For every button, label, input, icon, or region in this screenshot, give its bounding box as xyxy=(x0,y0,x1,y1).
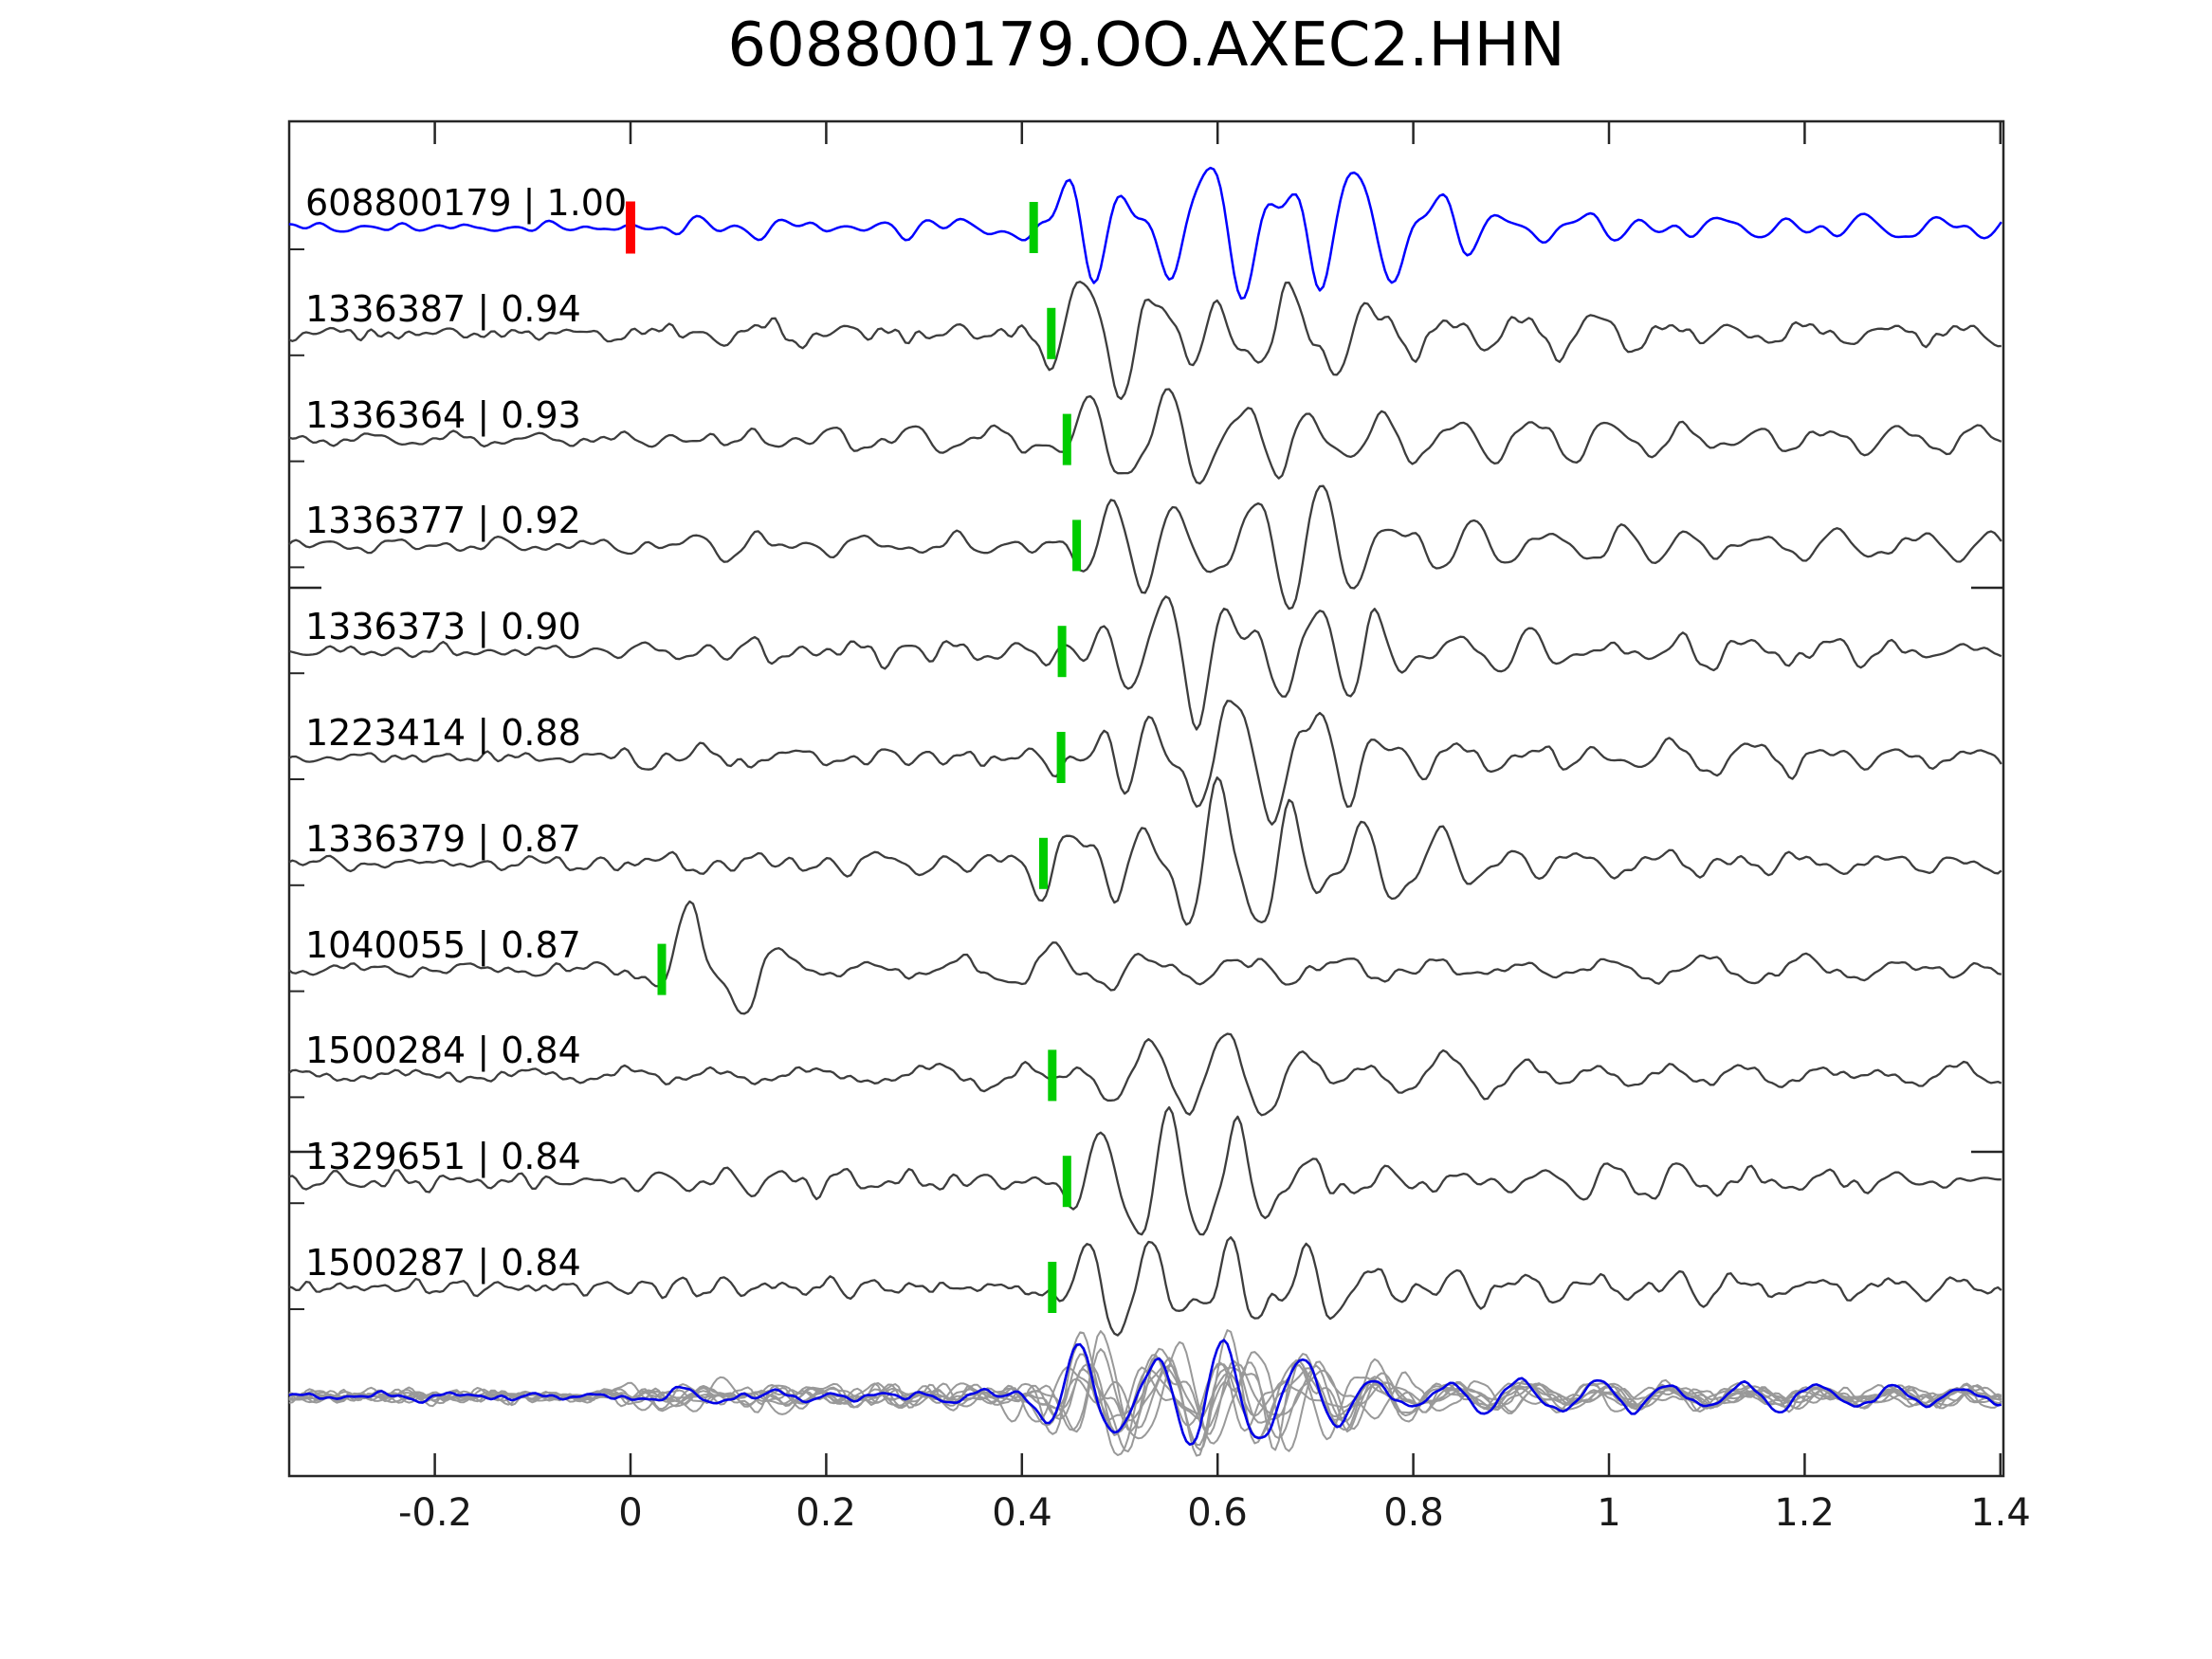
waveform-trace-608800179 xyxy=(288,166,2002,301)
x-tick-label: -0.2 xyxy=(397,1491,473,1535)
trace-label: 1500287 | 0.84 xyxy=(305,1242,581,1284)
x-tick-label: 0 xyxy=(618,1491,643,1535)
x-tick-label: 0.2 xyxy=(795,1491,856,1535)
template-origin-marker xyxy=(626,201,635,254)
waveform-trace-1336373 xyxy=(288,595,2002,731)
trace-label: 608800179 | 1.00 xyxy=(305,182,628,224)
pick-marker xyxy=(657,943,667,995)
trace-label: 1500284 | 0.84 xyxy=(305,1030,581,1071)
trace-label: 1336387 | 0.94 xyxy=(305,288,581,330)
waveform-trace-1223414 xyxy=(288,700,2002,826)
pick-marker xyxy=(1056,732,1066,783)
x-tick-label: 1.4 xyxy=(1970,1491,2031,1535)
x-tick-label: 1.2 xyxy=(1774,1491,1835,1535)
pick-marker xyxy=(1047,307,1056,359)
x-tick-label: 1 xyxy=(1597,1491,1621,1535)
trace-label: 1336364 | 0.93 xyxy=(305,394,581,436)
trace-label: 1336379 | 0.87 xyxy=(305,818,581,860)
pick-marker xyxy=(1057,626,1067,678)
waveform-trace-1500287 xyxy=(288,1236,2002,1337)
waveform-trace-1500284 xyxy=(288,1032,2002,1117)
trace-label: 1329651 | 0.84 xyxy=(305,1136,581,1177)
pick-marker xyxy=(1029,202,1038,253)
pick-marker xyxy=(1062,413,1071,465)
trace-label: 1336373 | 0.90 xyxy=(305,606,581,647)
plot-frame xyxy=(287,119,2005,1478)
x-tick-label: 0.8 xyxy=(1383,1491,1444,1535)
trace-label: 1223414 | 0.88 xyxy=(305,712,581,754)
x-tick-label: 0.4 xyxy=(992,1491,1052,1535)
waveform-trace-1336387 xyxy=(288,281,2002,400)
waveform-trace-1336364 xyxy=(288,388,2002,485)
pick-marker xyxy=(1072,520,1082,572)
trace-label: 1040055 | 0.87 xyxy=(305,924,581,966)
pick-marker xyxy=(1048,1262,1057,1313)
pick-marker xyxy=(1039,837,1048,889)
pick-marker xyxy=(1048,1049,1057,1102)
pick-marker xyxy=(1062,1156,1071,1208)
figure-title: 608800179.OO.AXEC2.HHN xyxy=(727,10,1565,81)
waveform-trace-1336377 xyxy=(288,484,2002,611)
stack-template-trace xyxy=(288,1339,2002,1446)
stack-trace xyxy=(288,1329,2002,1451)
x-tick-label: 0.6 xyxy=(1187,1491,1248,1535)
waveform-trace-1329651 xyxy=(288,1105,2002,1236)
stack-trace xyxy=(288,1348,2002,1457)
waveform-trace-1040055 xyxy=(288,900,2002,1015)
trace-label: 1336377 | 0.92 xyxy=(305,500,581,541)
waveform-trace-1336379 xyxy=(288,776,2002,926)
